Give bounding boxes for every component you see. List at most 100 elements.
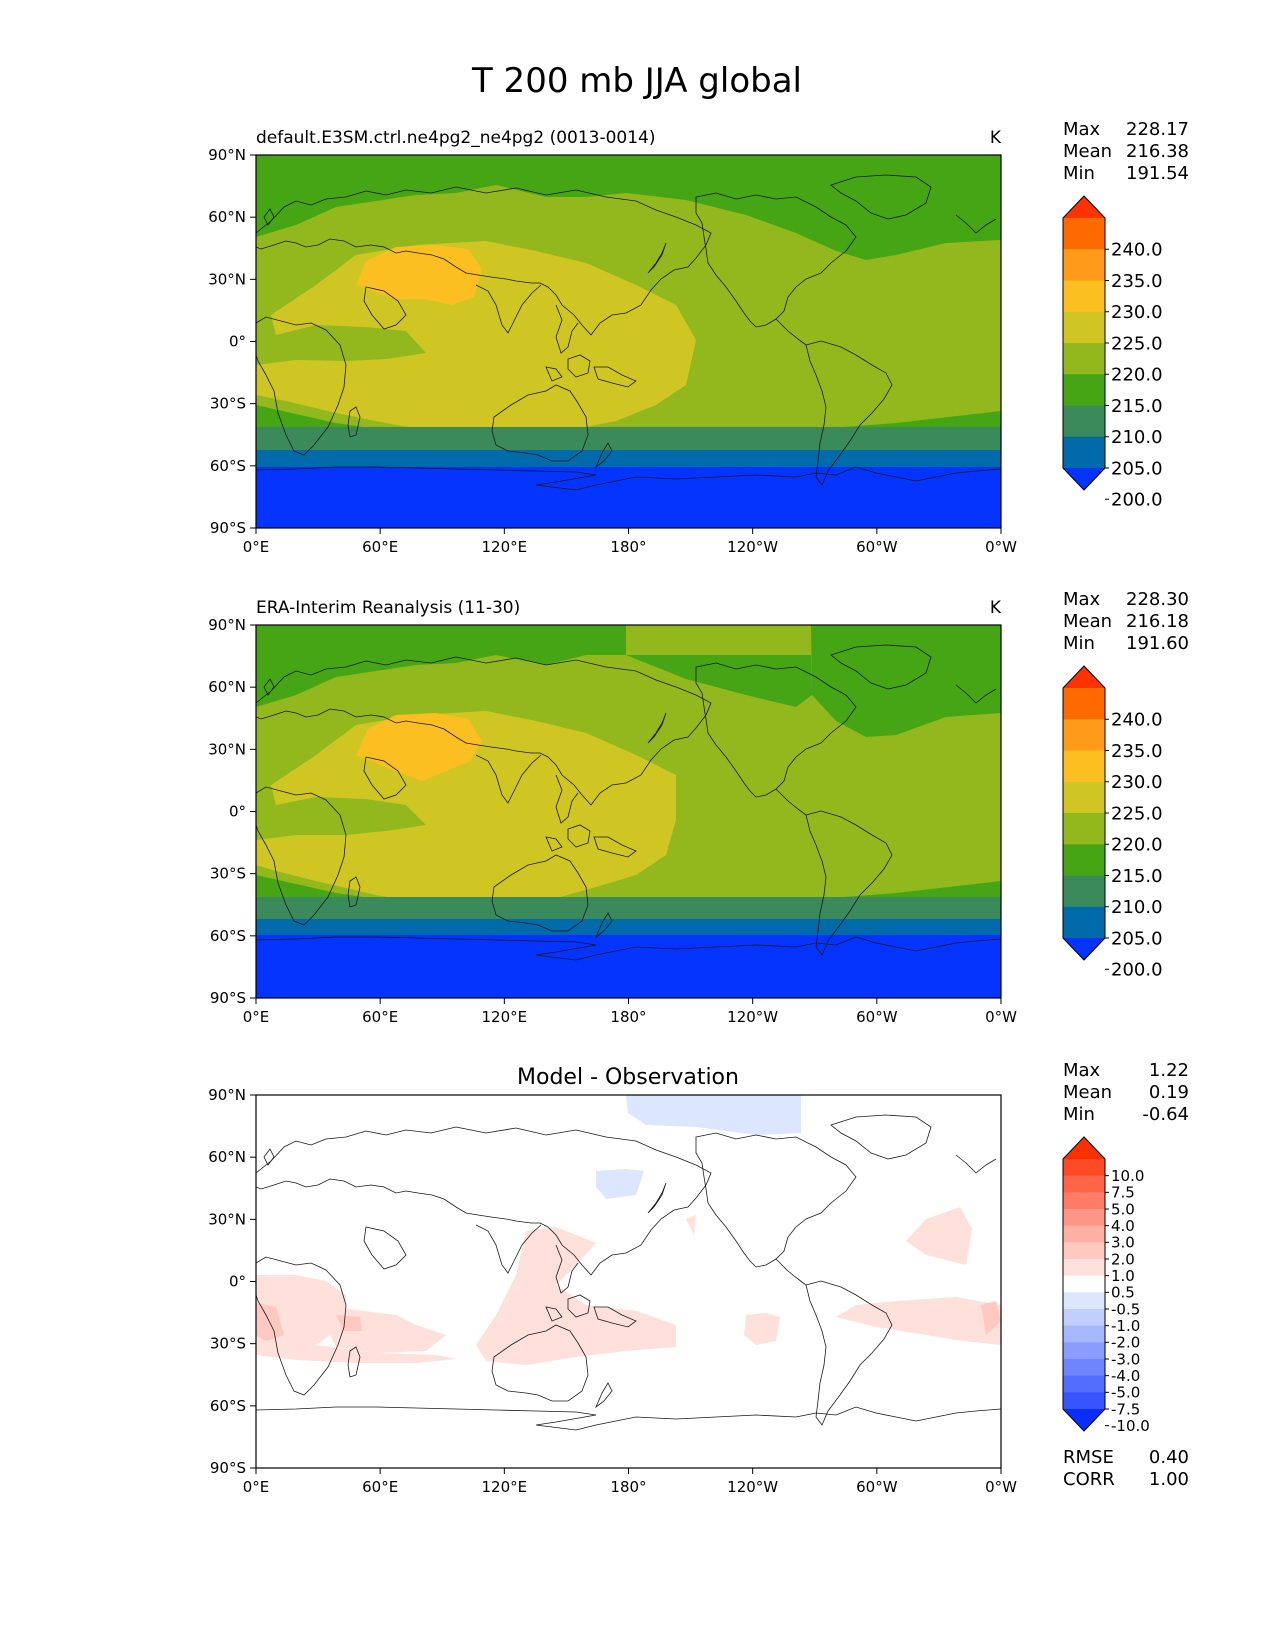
lon-tick-label: 120°E (482, 1478, 528, 1496)
colorbar-extend-min (1063, 1409, 1105, 1431)
lat-tick-label: 90°S (210, 519, 246, 537)
stat-mean-value: 0.19 (1149, 1082, 1189, 1103)
colorbar-tick-label: 205.0 (1111, 458, 1163, 479)
lon-tick-label: 120°W (727, 538, 778, 556)
colorbar-tick-label: 215.0 (1111, 866, 1163, 887)
colorbar-segment (1063, 311, 1105, 344)
colorbar-segment (1063, 1225, 1105, 1243)
colorbar-segment (1063, 875, 1105, 908)
lon-tick-label: 0°E (243, 538, 270, 556)
lat-tick-label: 30°S (210, 1335, 246, 1353)
lat-tick-label: 30°N (208, 1210, 246, 1228)
stat-max-label: Max (1063, 1060, 1101, 1081)
colorbar-tick-label: 205.0 (1111, 928, 1163, 949)
colorbar-extend-min (1063, 468, 1105, 490)
lat-tick-label: 30°S (210, 395, 246, 413)
colorbar-segment (1063, 1375, 1105, 1393)
colorbar-tick-label: 1.0 (1111, 1267, 1135, 1285)
lon-tick-label: 180° (610, 1008, 646, 1026)
map-field (256, 625, 1001, 998)
lon-tick-label: 180° (610, 1478, 646, 1496)
colorbar-tick-label: 210.0 (1111, 897, 1163, 918)
colorbar-tick-label: -0.5 (1111, 1300, 1140, 1318)
colorbar-segment (1063, 813, 1105, 845)
colorbar-tick-label: 3.0 (1111, 1234, 1135, 1252)
stat-max-value: 1.22 (1149, 1060, 1189, 1081)
colorbar-segment (1063, 1359, 1105, 1377)
stat-max-label: Max (1063, 589, 1101, 610)
colorbar-tick-label: 225.0 (1111, 333, 1163, 354)
colorbar-tick-label: 240.0 (1111, 240, 1163, 261)
colorbar-tick-label: 5.0 (1111, 1200, 1135, 1218)
lon-tick-label: 120°W (727, 1478, 778, 1496)
colorbar-segment (1063, 343, 1105, 375)
colorbar-tick-label: 215.0 (1111, 396, 1163, 417)
lat-tick-label: 0° (229, 803, 246, 821)
lat-axis: 90°N 60°N 30°N 0° 30°S 60°S 90°S (208, 146, 256, 537)
lat-tick-label: 0° (229, 1273, 246, 1291)
panel-model: default.E3SM.ctrl.ne4pg2_ne4pg2 (0013-00… (208, 128, 1017, 556)
lat-tick-label: 60°S (210, 1397, 246, 1415)
stat-max-value: 228.17 (1126, 119, 1189, 140)
colorbar-segment (1063, 1175, 1105, 1193)
colorbar-segment (1063, 1242, 1105, 1260)
colorbar-tick-label: 4.0 (1111, 1217, 1135, 1235)
panel-title-left: default.E3SM.ctrl.ne4pg2_ne4pg2 (0013-00… (256, 128, 656, 148)
lon-tick-label: 120°W (727, 1008, 778, 1026)
colorbar-tick-label: 240.0 (1111, 710, 1163, 731)
colorbar-segment (1063, 719, 1105, 751)
colorbar: 10.07.55.04.03.02.01.00.5-0.5-1.0-2.0-3.… (1062, 1136, 1150, 1435)
colorbar-tick-label: -5.0 (1111, 1384, 1140, 1402)
colorbar-segment (1063, 1275, 1105, 1293)
lat-tick-label: 90°N (208, 146, 246, 164)
lat-tick-label: 90°N (208, 1086, 246, 1104)
stats-block: Max 228.17 Mean 216.38 Min 191.54 (1063, 119, 1189, 184)
colorbar: 240.0 235.0 230.0 225.0 220.0 215.0 210.0 205.0… (1062, 665, 1163, 981)
panel-title-center: Model - Observation (517, 1065, 739, 1090)
colorbar-segment (1063, 1392, 1105, 1410)
lon-tick-label: 0°E (243, 1008, 270, 1026)
colorbar-tick-label: -1.0 (1111, 1317, 1140, 1335)
colorbar-segment (1063, 1325, 1105, 1343)
colorbar-extend-max (1063, 666, 1105, 688)
stat-mean-value: 216.18 (1126, 611, 1189, 632)
lon-tick-label: 0°W (985, 1478, 1017, 1496)
stat-mean-label: Mean (1063, 1082, 1112, 1103)
colorbar-segment (1063, 1159, 1105, 1177)
lon-tick-label: 0°W (985, 538, 1017, 556)
stat-min-value: 191.60 (1126, 633, 1189, 654)
colorbar-segment (1063, 844, 1105, 876)
stat-min-label: Min (1063, 163, 1095, 184)
lon-tick-label: 0°E (243, 1478, 270, 1496)
lat-tick-label: 60°N (208, 678, 246, 696)
stat-mean-label: Mean (1063, 611, 1112, 632)
colorbar-tick-label: 230.0 (1111, 772, 1163, 793)
lat-tick-label: 30°N (208, 740, 246, 758)
lon-tick-label: 60°W (856, 538, 898, 556)
colorbar-tick-label: 7.5 (1111, 1184, 1135, 1202)
colorbar-tick-label: 235.0 (1111, 271, 1163, 292)
colorbar-tick-label: -3.0 (1111, 1350, 1140, 1368)
lat-tick-label: 0° (229, 333, 246, 351)
stat-max-value: 228.30 (1126, 589, 1189, 610)
lon-axis: 0°E 60°E 120°E 180° 120°W 60°W 0°W (243, 528, 1017, 556)
colorbar-tick-label: -7.5 (1111, 1400, 1140, 1418)
stats-block: Max 1.22 Mean 0.19 Min -0.64 (1063, 1060, 1189, 1125)
lon-tick-label: 120°E (482, 538, 528, 556)
map-field (256, 155, 1001, 528)
colorbar-tick-label: -4.0 (1111, 1367, 1140, 1385)
lat-tick-label: 90°N (208, 616, 246, 634)
lat-tick-label: 60°N (208, 208, 246, 226)
colorbar-tick-label: 200.0 (1111, 960, 1163, 981)
colorbar-segment (1063, 1292, 1105, 1310)
colorbar-segment (1063, 405, 1105, 438)
colorbar-segment (1063, 688, 1105, 720)
colorbar-segment (1063, 1192, 1105, 1210)
stat-corr-value: 1.00 (1149, 1469, 1189, 1490)
colorbar-tick-label: 0.5 (1111, 1284, 1135, 1302)
stat-mean-value: 216.38 (1126, 141, 1189, 162)
stats-block: Max 228.30 Mean 216.18 Min 191.60 (1063, 589, 1189, 654)
lat-tick-label: 30°N (208, 270, 246, 288)
lon-tick-label: 0°W (985, 1008, 1017, 1026)
colorbar-tick-label: 10.0 (1111, 1167, 1144, 1185)
